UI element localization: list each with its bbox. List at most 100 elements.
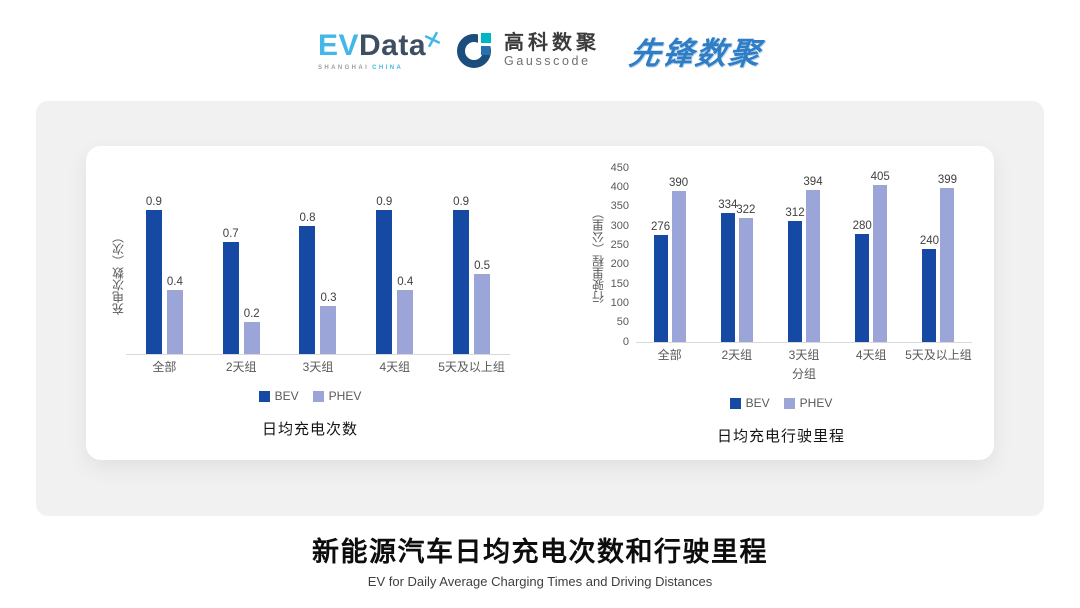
gausscode-cn-text: 高科数聚 <box>504 32 601 54</box>
category-label: 2天组 <box>721 348 753 362</box>
y-tick-label: 200 <box>610 258 629 271</box>
bar-with-label: 240 <box>919 235 939 342</box>
bar <box>299 226 316 354</box>
bar-group: 334 322 <box>703 199 770 342</box>
bar-with-label: 405 <box>871 171 890 342</box>
chart-title: 日均充电次数 <box>261 421 358 438</box>
evdata-logo: EVData SHANGHAI CHINA <box>317 29 441 71</box>
bar-value-label: 399 <box>937 173 957 186</box>
bar-value-label: 390 <box>669 177 689 190</box>
bar <box>222 242 239 354</box>
bar <box>940 187 955 342</box>
category-label: 3天组 <box>302 360 334 374</box>
legend: BEV PHEV <box>110 389 510 403</box>
evdata-star-icon <box>424 23 441 55</box>
legend-label: PHEV <box>799 396 833 410</box>
legend-item: PHEV <box>783 396 833 410</box>
bar-value-label: 0.9 <box>145 196 162 208</box>
bar-with-label: 0.5 <box>474 260 491 354</box>
bar <box>145 210 162 354</box>
legend-swatch <box>312 390 324 402</box>
bar <box>788 221 802 342</box>
y-axis-label: 充电次数（次） <box>111 231 126 315</box>
bar-with-label: 0.3 <box>320 292 337 354</box>
bar <box>873 185 888 342</box>
bar-with-label: 399 <box>937 173 957 342</box>
bar <box>922 249 937 342</box>
legend-swatch <box>783 397 795 409</box>
bar <box>855 233 870 342</box>
bar-value-label: 312 <box>785 207 805 220</box>
bar-group: 0.9 0.4 <box>356 196 433 354</box>
poster-subtitle: EV for Daily Average Charging Times and … <box>367 574 713 589</box>
bar <box>397 290 414 354</box>
bar-value-label: 0.7 <box>222 228 239 240</box>
poster-title: 新能源汽车日均充电次数和行驶里程 <box>312 537 768 567</box>
category-label: 5天及以上组 <box>438 360 505 374</box>
bar <box>166 290 183 354</box>
y-axis-label: 行驶里程（公里） <box>591 207 606 303</box>
x-axis-label: 分组 <box>791 367 816 381</box>
stage-card: 充电次数（次） 0.9 0.4 0.7 0.2 0.8 0.3 0.9 0.4 0.9 0.5 全… <box>36 101 1044 516</box>
bar-with-label: 394 <box>803 175 823 342</box>
bar-with-label: 0.4 <box>166 276 183 354</box>
bar-with-label: 0.2 <box>243 308 260 354</box>
bar <box>671 191 686 342</box>
bar-with-label: 0.7 <box>222 228 239 354</box>
bar-with-label: 0.9 <box>453 196 470 354</box>
gausscode-text: 高科数聚 Gausscode <box>504 32 600 69</box>
category-label: 4天组 <box>855 348 887 362</box>
bar <box>320 306 337 354</box>
bar-with-label: 0.4 <box>397 276 414 354</box>
bar-with-label: 334 <box>718 199 737 342</box>
legend-item: BEV <box>258 389 299 403</box>
legend-item: PHEV <box>312 389 362 403</box>
footer: 新能源汽车日均充电次数和行驶里程 EV for Daily Average Ch… <box>0 536 1080 589</box>
category-label: 3天组 <box>788 348 820 362</box>
bar-value-label: 0.4 <box>166 276 183 288</box>
header: EVData SHANGHAI CHINA 高科数聚 Gausscode 先锋数聚 <box>0 0 1080 101</box>
y-axis-ticks: 0 50 100 150 200 250 300 350 400 450 <box>606 162 636 348</box>
pioneer-logo: 先锋数聚 <box>627 36 765 71</box>
y-tick-label: 150 <box>610 277 629 290</box>
bar-value-label: 0.2 <box>243 308 260 320</box>
bar-with-label: 276 <box>651 221 670 342</box>
y-tick-label: 350 <box>610 200 629 213</box>
legend-label: BEV <box>274 389 299 403</box>
bar-value-label: 0.4 <box>397 276 414 288</box>
category-label: 全部 <box>152 360 177 374</box>
category-label: 全部 <box>657 348 682 362</box>
category-label: 4天组 <box>379 360 411 374</box>
bar-group: 312 394 <box>770 176 837 342</box>
y-tick-label: 50 <box>616 316 629 329</box>
y-tick-label: 250 <box>610 238 629 251</box>
bar-with-label: 322 <box>736 204 755 342</box>
legend-label: PHEV <box>328 389 362 403</box>
bar <box>738 217 753 342</box>
legend: BEV PHEV <box>590 396 972 410</box>
legend-swatch <box>258 390 270 402</box>
gausscode-en-text: Gausscode <box>504 54 591 68</box>
category-label: 5天及以上组 <box>905 348 972 362</box>
evdata-ev-text: EV <box>317 29 359 62</box>
chart-panel: 充电次数（次） 0.9 0.4 0.7 0.2 0.8 0.3 0.9 0.4 0.9 0.5 全… <box>86 146 994 460</box>
y-tick-label: 450 <box>610 161 629 174</box>
chart-left: 充电次数（次） 0.9 0.4 0.7 0.2 0.8 0.3 0.9 0.4 0.9 0.5 全… <box>110 146 510 460</box>
chart-right: 行驶里程（公里） 0 50 100 150 200 250 300 350 400 450 276… <box>590 146 972 460</box>
bar-group: 0.7 0.2 <box>203 228 280 354</box>
bars-area: 276 390 334 322 312 394 280 405 240 399 <box>636 168 972 343</box>
bar-group: 0.8 0.3 <box>280 212 357 354</box>
evdata-data-text: Data <box>359 29 427 62</box>
bar-with-label: 0.8 <box>299 212 316 354</box>
bar <box>653 235 668 342</box>
legend-label: BEV <box>745 396 770 410</box>
plot-area: 0.9 0.4 0.7 0.2 0.8 0.3 0.9 0.4 0.9 0.5 全部 2天组 3天组 4… <box>126 192 510 375</box>
bar <box>474 274 491 354</box>
plot-area: 276 390 334 322 312 394 280 405 240 399 全部 2天组 3天组 4… <box>636 168 972 382</box>
legend-swatch <box>729 397 741 409</box>
bar-value-label: 394 <box>803 175 823 188</box>
category-label: 2天组 <box>225 360 257 374</box>
gausscode-logo: 高科数聚 Gausscode <box>456 31 600 70</box>
bar-value-label: 240 <box>919 235 939 248</box>
bar-value-label: 280 <box>852 219 872 232</box>
